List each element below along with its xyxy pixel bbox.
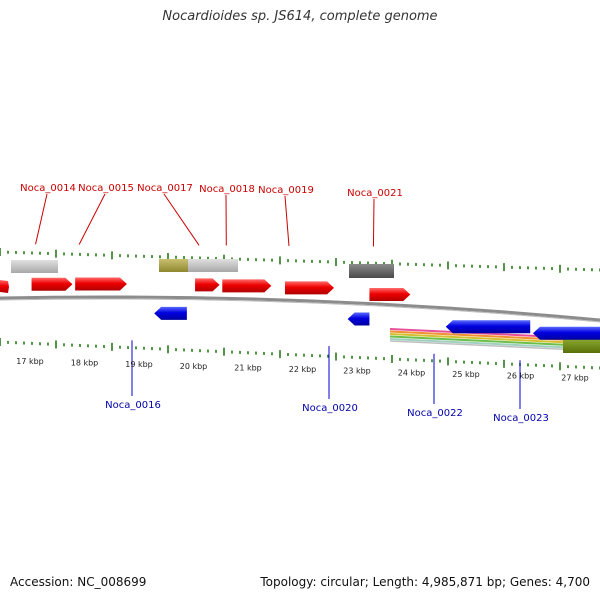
gene-arrow-forward	[31, 277, 73, 291]
genome-backbone	[0, 295, 600, 323]
label-leaders	[35, 193, 521, 409]
genome-summary: Topology: circularLength: 4,985,871 bpGe…	[260, 575, 590, 589]
kbp-label: 26 kbp	[507, 372, 535, 381]
gene-label-noca-0018: Noca_0018	[199, 184, 255, 195]
kbp-label: 25 kbp	[452, 370, 480, 379]
feature-light-gray-bar	[188, 259, 238, 272]
kbp-label: 17 kbp	[16, 357, 44, 366]
kbp-label: 24 kbp	[398, 368, 426, 377]
kbp-label: 23 kbp	[343, 367, 371, 376]
feature-dark-olive-bar	[563, 339, 600, 353]
gene-label-noca-0015: Noca_0015	[78, 183, 134, 194]
label-leader	[35, 193, 48, 245]
accession-text: Accession: NC_008699	[10, 575, 147, 589]
gene-arrow-reverse	[445, 320, 531, 334]
gene-arrow-forward	[195, 278, 220, 292]
gene-arrow-forward	[222, 279, 272, 293]
gene-label-noca-0017: Noca_0017	[137, 183, 193, 194]
kbp-label: 27 kbp	[561, 373, 589, 382]
gene-arrow-forward	[369, 288, 411, 302]
gene-arrow-forward	[284, 281, 335, 295]
label-leader	[372, 198, 375, 247]
gene-arrow-reverse	[347, 312, 370, 326]
gene-label-noca-0022: Noca_0022	[407, 408, 463, 419]
topology-text: Topology: circular	[260, 575, 365, 589]
gene-arrow-reverse	[532, 326, 600, 340]
kbp-label: 20 kbp	[180, 362, 208, 371]
feature-track	[0, 259, 394, 293]
kbp-label: 21 kbp	[234, 363, 262, 372]
gene-label-noca-0023: Noca_0023	[493, 413, 549, 424]
kbp-scale: 17 kbp 18 kbp 19 kbp 20 kbp 21 kbp 22 kbp 23 k…	[16, 357, 589, 382]
gene-label-noca-0020: Noca_0020	[302, 403, 358, 414]
gene-labels: Noca_0014 Noca_0015 Noca_0017 Noca_0018 Noca…	[20, 183, 549, 424]
label-leader	[78, 193, 106, 245]
feature-light-gray-bar	[11, 260, 58, 273]
gene-count-text: Genes: 4,700	[502, 575, 590, 589]
gene-track	[31, 277, 600, 340]
gene-arrow-reverse	[154, 306, 187, 320]
annotation-bands	[389, 328, 600, 353]
gene-label-noca-0014: Noca_0014	[20, 183, 76, 194]
kbp-label: 19 kbp	[125, 360, 153, 369]
kbp-label: 18 kbp	[71, 359, 99, 368]
label-leader	[163, 193, 200, 246]
gc-skew-ticks	[0, 248, 600, 371]
gene-label-noca-0019: Noca_0019	[258, 185, 314, 196]
gene-label-noca-0021: Noca_0021	[347, 188, 403, 199]
label-leader	[284, 195, 290, 246]
length-text: Length: 4,985,871 bp	[365, 575, 502, 589]
feature-dark-gray-bar	[349, 264, 394, 278]
gene-arrow-partial	[0, 280, 9, 293]
kbp-label: 22 kbp	[289, 365, 317, 374]
genome-title: Nocardioides sp. JS614, complete genome	[162, 9, 438, 24]
feature-olive-bar	[159, 259, 188, 272]
gene-label-noca-0016: Noca_0016	[105, 400, 161, 411]
gene-arrow-forward	[75, 277, 127, 291]
